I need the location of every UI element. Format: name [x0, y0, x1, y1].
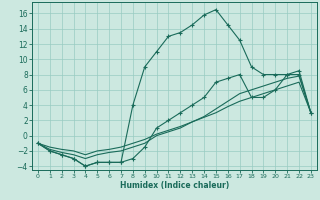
- X-axis label: Humidex (Indice chaleur): Humidex (Indice chaleur): [120, 181, 229, 190]
